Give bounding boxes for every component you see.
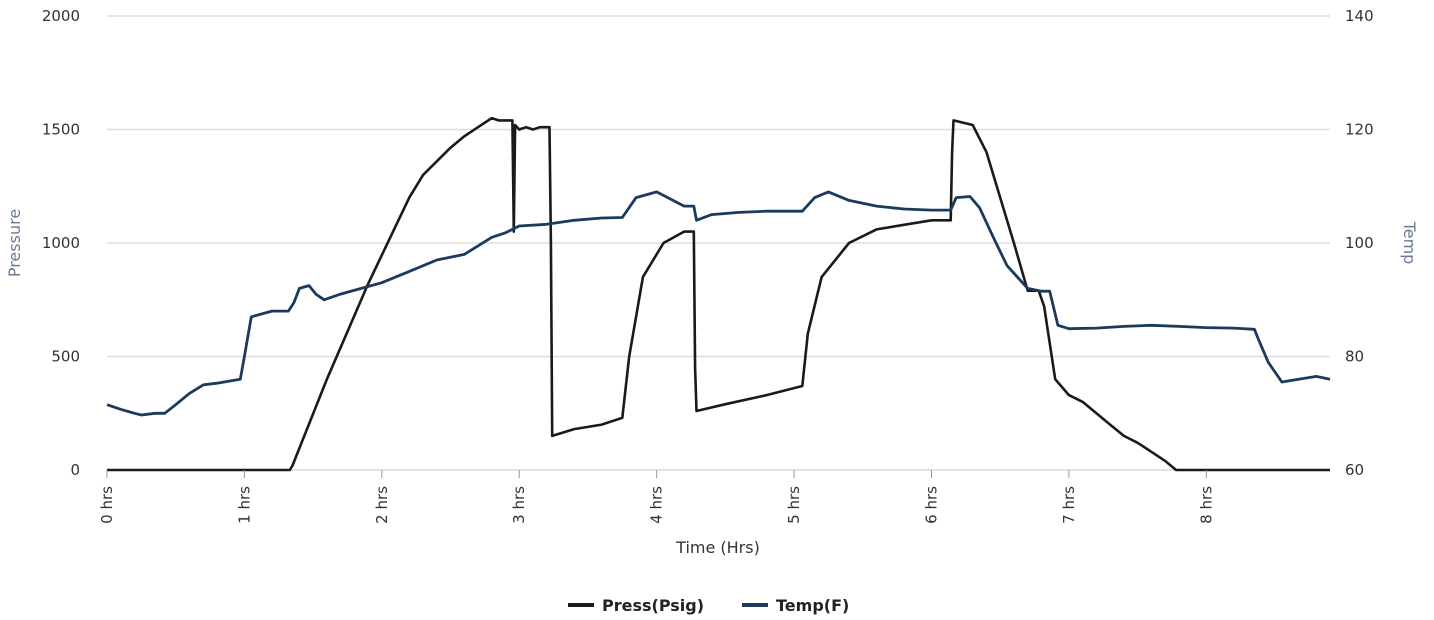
x-tick-label: 0 hrs	[98, 486, 116, 524]
x-axis-title: Time (Hrs)	[675, 538, 760, 557]
y-tick-label: 1500	[42, 121, 80, 139]
x-axis-ticks: 0 hrs 1 hrs 2 hrs 3 hrs 4 hrs 5 hrs 6 hrs 7 hrs…	[98, 470, 1215, 524]
x-tick-label: 5 hrs	[785, 486, 803, 524]
series-line-temp	[106, 190, 1331, 417]
x-tick-label: 7 hrs	[1060, 486, 1078, 524]
x-tick-label: 3 hrs	[510, 486, 528, 524]
legend: Press(Psig) Temp(F)	[568, 596, 849, 615]
left-y-axis-title: Pressure	[5, 209, 24, 277]
right-y-axis-ticks: 60 80 100 120 140	[1345, 7, 1374, 479]
y-tick-label: 1000	[42, 234, 80, 252]
legend-label-press: Press(Psig)	[602, 596, 704, 615]
legend-label-temp: Temp(F)	[776, 596, 849, 615]
series-lines	[106, 116, 1331, 472]
x-tick-label: 8 hrs	[1197, 486, 1215, 524]
x-tick-label: 6 hrs	[922, 486, 940, 524]
gridlines	[107, 15, 1330, 358]
right-y-axis-title: Temp	[1400, 221, 1419, 265]
legend-item-temp[interactable]: Temp(F)	[742, 596, 849, 615]
y2-tick-label: 100	[1345, 234, 1374, 252]
y-tick-label: 500	[51, 348, 80, 366]
y2-tick-label: 80	[1345, 348, 1364, 366]
left-y-axis-ticks: 0 500 1000 1500 2000	[42, 7, 80, 479]
y2-tick-label: 140	[1345, 7, 1374, 25]
x-tick-label: 1 hrs	[235, 486, 253, 524]
legend-item-press[interactable]: Press(Psig)	[568, 596, 704, 615]
series-line-press	[107, 116, 1330, 472]
x-tick-label: 2 hrs	[373, 486, 391, 524]
y-tick-label: 2000	[42, 7, 80, 25]
y2-tick-label: 120	[1345, 121, 1374, 139]
y-tick-label: 0	[70, 461, 80, 479]
y2-tick-label: 60	[1345, 461, 1364, 479]
x-tick-label: 4 hrs	[648, 486, 666, 524]
